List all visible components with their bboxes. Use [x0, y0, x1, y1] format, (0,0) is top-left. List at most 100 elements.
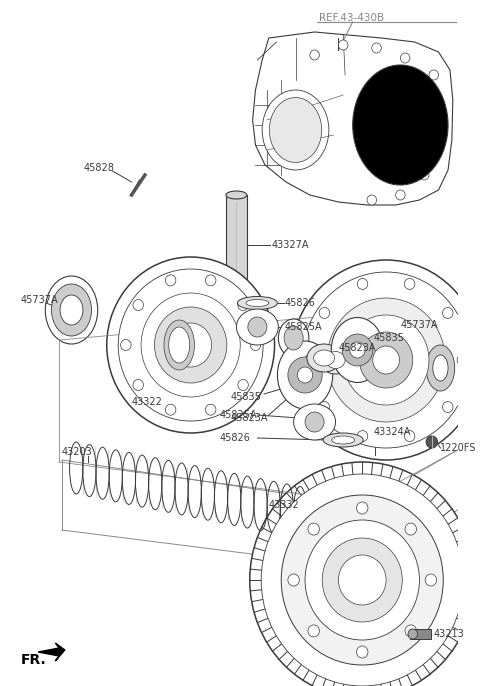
Circle shape: [205, 404, 216, 415]
Text: 43332: 43332: [269, 500, 300, 510]
Circle shape: [118, 269, 263, 421]
Circle shape: [141, 293, 240, 397]
Circle shape: [338, 555, 386, 605]
Circle shape: [155, 307, 227, 383]
Circle shape: [205, 275, 216, 286]
Circle shape: [443, 401, 453, 412]
Ellipse shape: [237, 309, 278, 345]
Circle shape: [420, 170, 429, 180]
Circle shape: [396, 190, 405, 200]
Text: 45826: 45826: [219, 433, 250, 443]
Ellipse shape: [269, 97, 322, 163]
Circle shape: [343, 315, 429, 405]
Circle shape: [133, 379, 144, 390]
Ellipse shape: [60, 295, 83, 325]
Circle shape: [357, 431, 368, 442]
Circle shape: [308, 625, 319, 637]
Text: REF.43-430B: REF.43-430B: [319, 13, 384, 23]
Circle shape: [372, 43, 381, 53]
Circle shape: [107, 257, 275, 433]
Ellipse shape: [420, 337, 460, 399]
Circle shape: [405, 431, 415, 442]
Text: 43203: 43203: [62, 447, 93, 457]
Ellipse shape: [433, 355, 448, 381]
Ellipse shape: [331, 318, 384, 383]
Circle shape: [350, 342, 365, 358]
Circle shape: [405, 523, 417, 535]
Circle shape: [322, 538, 402, 622]
Circle shape: [166, 404, 176, 415]
Text: 45828: 45828: [84, 163, 115, 173]
Ellipse shape: [278, 319, 309, 357]
Circle shape: [310, 50, 319, 60]
Circle shape: [436, 105, 445, 115]
Circle shape: [305, 355, 315, 366]
Text: 43322: 43322: [132, 397, 162, 407]
Text: 45823A: 45823A: [231, 413, 268, 423]
Text: 45835: 45835: [374, 333, 405, 343]
Circle shape: [429, 70, 439, 80]
Ellipse shape: [313, 350, 335, 366]
Ellipse shape: [284, 326, 303, 350]
Ellipse shape: [238, 296, 277, 309]
Polygon shape: [38, 643, 65, 661]
Circle shape: [357, 502, 368, 514]
Circle shape: [327, 298, 445, 422]
Circle shape: [457, 355, 468, 366]
Circle shape: [250, 340, 261, 351]
Text: FR.: FR.: [21, 653, 47, 667]
Text: 43324A: 43324A: [374, 427, 411, 437]
Circle shape: [367, 195, 376, 205]
Circle shape: [305, 412, 324, 432]
Circle shape: [357, 646, 368, 658]
Circle shape: [305, 520, 420, 640]
Circle shape: [405, 279, 415, 289]
Circle shape: [308, 523, 319, 535]
Circle shape: [238, 300, 248, 311]
Text: 45825A: 45825A: [284, 322, 322, 332]
Circle shape: [166, 275, 176, 286]
Circle shape: [133, 300, 144, 311]
Bar: [226, 195, 247, 300]
Circle shape: [281, 495, 443, 665]
Ellipse shape: [353, 65, 448, 185]
Circle shape: [400, 53, 410, 63]
Circle shape: [319, 307, 330, 318]
Circle shape: [288, 574, 300, 586]
Text: 43213: 43213: [434, 629, 465, 639]
Ellipse shape: [45, 276, 98, 344]
Circle shape: [405, 625, 417, 637]
Circle shape: [408, 629, 418, 639]
Bar: [410, 629, 431, 639]
Ellipse shape: [51, 284, 92, 336]
Text: 45737A: 45737A: [400, 320, 438, 330]
Ellipse shape: [262, 90, 329, 170]
Circle shape: [342, 334, 373, 366]
Ellipse shape: [323, 433, 363, 447]
Ellipse shape: [226, 296, 247, 304]
Circle shape: [170, 323, 212, 367]
Circle shape: [432, 145, 442, 155]
Text: 45825A: 45825A: [219, 410, 257, 420]
Circle shape: [261, 474, 463, 686]
Ellipse shape: [294, 404, 336, 440]
Circle shape: [357, 279, 368, 289]
Ellipse shape: [319, 346, 352, 374]
Ellipse shape: [426, 345, 455, 391]
Circle shape: [291, 260, 480, 460]
Ellipse shape: [164, 320, 194, 370]
Ellipse shape: [277, 341, 333, 409]
Circle shape: [338, 40, 348, 50]
Circle shape: [238, 379, 248, 390]
Circle shape: [319, 401, 330, 412]
Ellipse shape: [246, 300, 269, 307]
Circle shape: [250, 462, 475, 686]
Circle shape: [425, 574, 437, 586]
Ellipse shape: [226, 191, 247, 199]
Ellipse shape: [332, 436, 355, 444]
Circle shape: [443, 307, 453, 318]
Circle shape: [373, 346, 399, 374]
Circle shape: [248, 317, 267, 337]
Circle shape: [302, 272, 470, 448]
Ellipse shape: [326, 351, 345, 368]
